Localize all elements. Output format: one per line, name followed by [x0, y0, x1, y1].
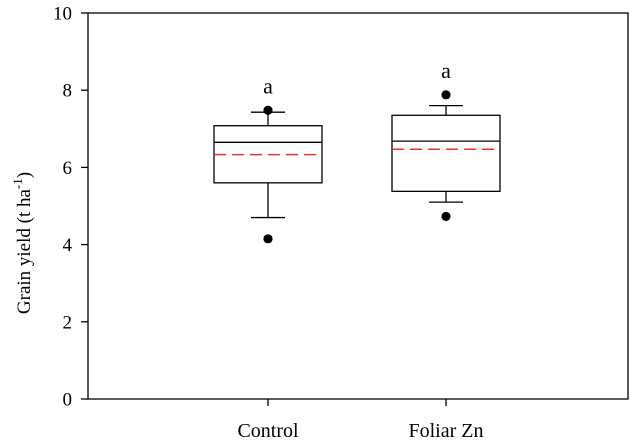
- x-axis: Control Foliar Zn: [237, 399, 484, 441]
- box-group: a: [213, 73, 323, 244]
- x-category-label: Control: [237, 420, 299, 441]
- y-axis-title-main: Grain yield (t ha: [14, 189, 35, 315]
- plot-frame: [87, 12, 629, 400]
- y-tick-label: 10: [53, 4, 72, 25]
- y-tick-label: 2: [63, 312, 73, 333]
- y-axis: 0 2 4 6 8 10: [53, 4, 88, 411]
- y-axis-title: Grain yield (t ha-1): [10, 172, 35, 314]
- y-tick-label: 6: [63, 158, 73, 179]
- box-group: a: [391, 58, 501, 222]
- outlier-point: [263, 105, 273, 115]
- plot-border: [87, 12, 629, 400]
- x-category-label: Foliar Zn: [409, 420, 484, 441]
- significance-label: a: [263, 73, 273, 98]
- y-axis-title-close: ): [14, 172, 35, 178]
- box-iqr: [391, 114, 501, 192]
- outlier-point: [441, 90, 451, 100]
- significance-label: a: [441, 58, 451, 83]
- y-tick-label: 8: [63, 81, 73, 102]
- y-tick-label: 4: [63, 235, 73, 256]
- y-tick-label: 0: [63, 390, 73, 411]
- outlier-point: [263, 234, 273, 244]
- outlier-point: [441, 211, 451, 222]
- box-series: aa: [213, 58, 501, 244]
- y-axis-title-superscript: -1: [10, 178, 25, 189]
